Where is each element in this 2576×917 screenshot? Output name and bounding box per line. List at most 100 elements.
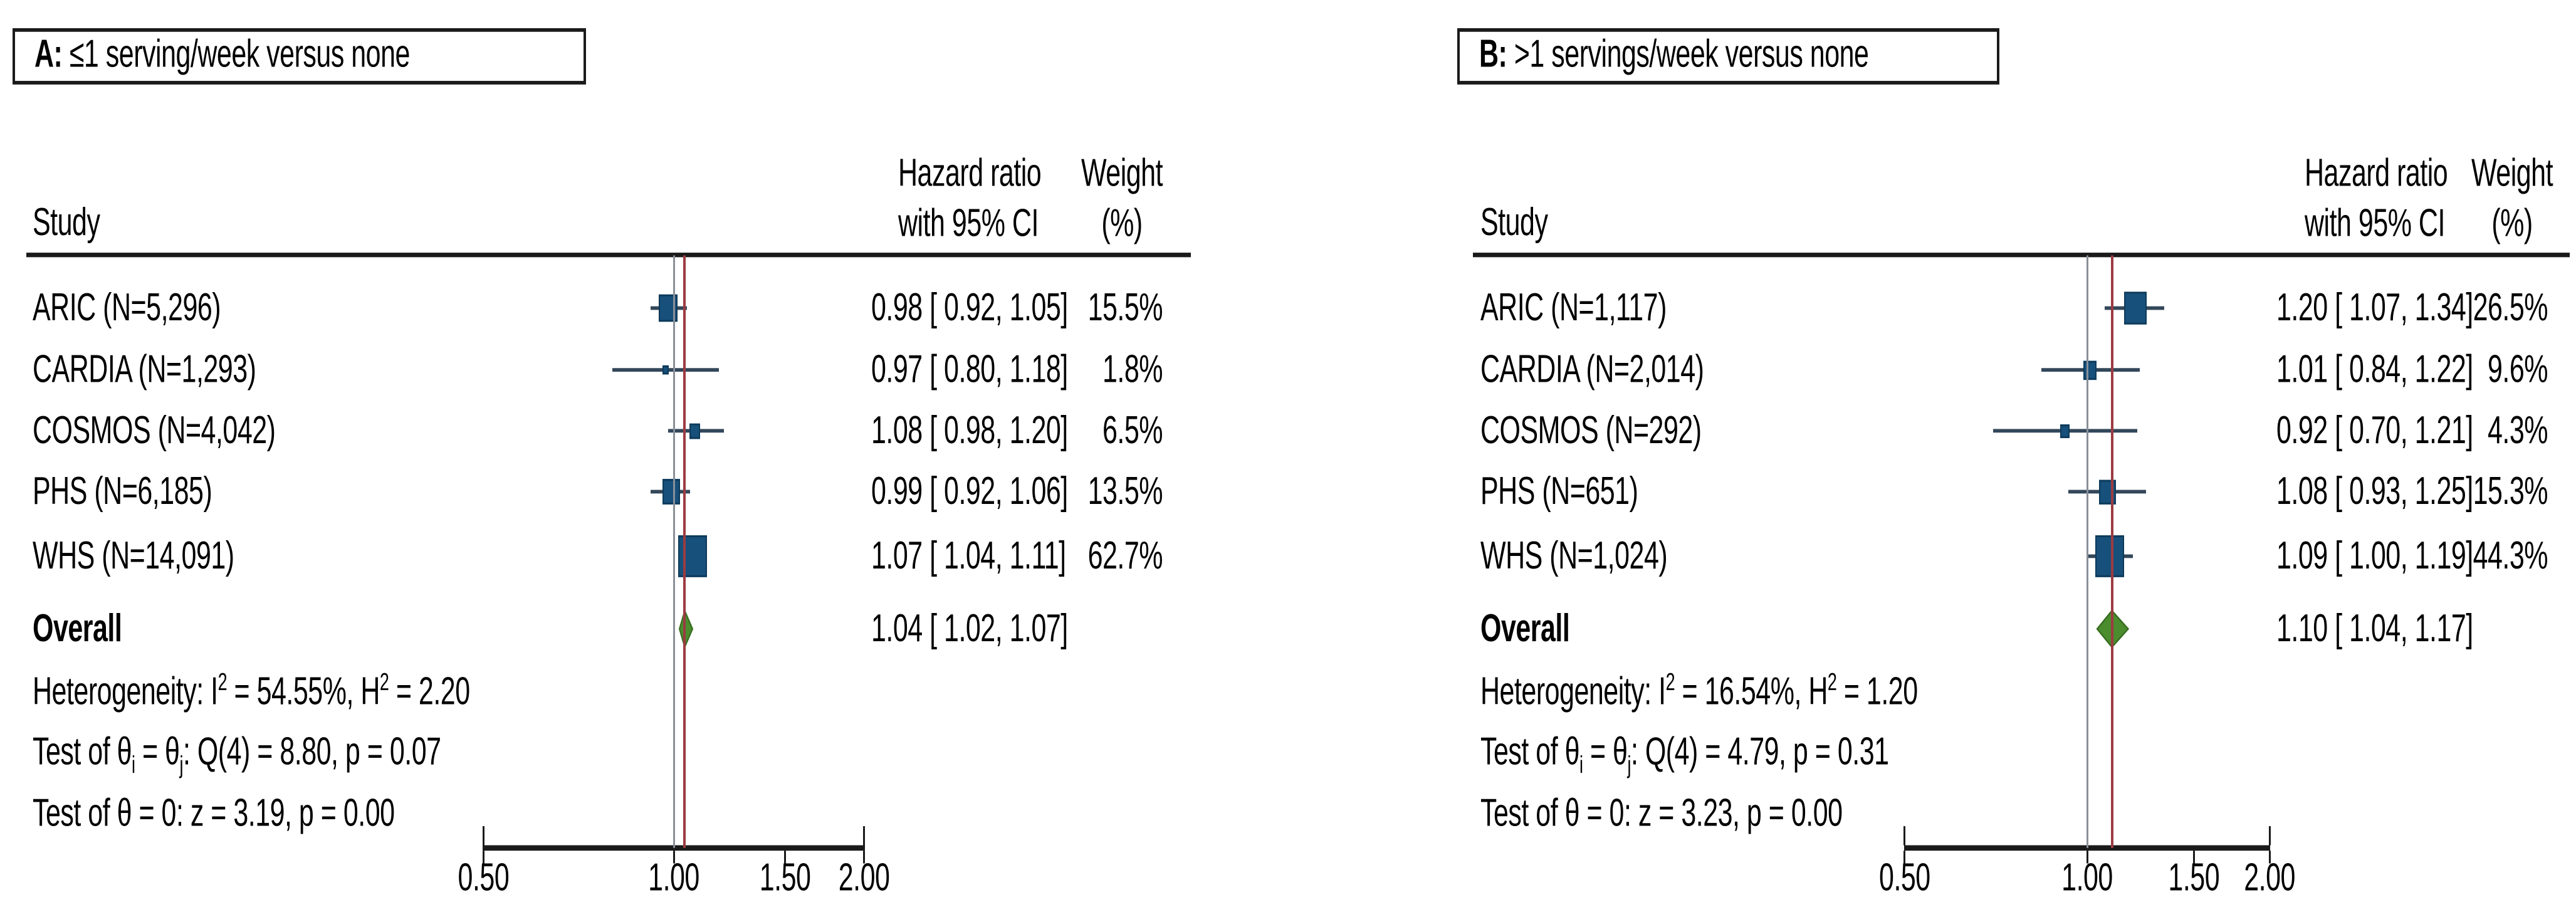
weight-value-text-b: 26.5% [2473,286,2548,330]
effect-square-b [2095,535,2125,577]
q-sub2-a: j [179,751,183,779]
effect-square-a [662,479,680,505]
weight-value-text-a: 1.8% [1102,347,1163,392]
het-mid-a: = 54.55%, H [227,669,380,713]
study-label-a: CARDIA (N=1,293) [33,347,256,392]
panel-b-title-box [1457,28,1999,85]
weight-column-header-line1-a: Weight [1081,151,1163,196]
axis-end-stub-b [1903,826,1906,846]
panel-b-title: B: >1 servings/week versus none [1479,32,1869,76]
axis-end-stub-a [482,826,484,846]
effect-square-b [2060,424,2070,438]
hr-value-text-b: 1.08 [ 0.93, 1.25] [2276,469,2473,513]
het-end-a: = 2.20 [389,669,470,713]
effect-square-a [659,294,678,322]
axis-tick-label-b: 1.50 [2168,856,2220,899]
het-sup2-a: 2 [379,668,389,696]
axis-tick-b [2192,851,2195,864]
weight-value-text-a: 6.5% [1102,408,1163,453]
study-label-a: WHS (N=14,091) [33,533,234,578]
hr-value-text-b: 1.09 [ 1.00, 1.19] [2276,533,2473,578]
axis-tick-a [863,851,866,864]
axis-tick-a [482,851,484,864]
overall-hr-value-a: 1.04 [ 1.02, 1.07] [871,606,1068,651]
z-test-text-a: Test of θ = 0: z = 3.19, p = 0.00 [33,791,395,835]
weight-column-header-line2-b: (%) [2491,201,2533,245]
weight-value-text-b: 44.3% [2473,533,2548,578]
q-sub1-b: i [1579,751,1583,779]
hr-value-text-b: 0.92 [ 0.70, 1.21] [2276,408,2473,453]
study-label-a: ARIC (N=5,296) [33,286,221,330]
axis-tick-label-a: 1.50 [759,856,811,899]
panel-a-title-box [13,28,586,85]
panel-a-title-prefix: A: [34,32,63,76]
effect-column-header-line2-b: with 95% CI [2305,201,2445,245]
hr-value-text-a: 0.98 [ 0.92, 1.05] [871,286,1068,330]
q-test-text-a: Test of θi = θj: Q(4) = 8.80, p = 0.07 [33,730,441,779]
q-pre-b: Test of θ [1480,730,1580,774]
reference-line-b [2086,255,2088,848]
q-end-b: : Q(4) = 4.79, p = 0.31 [1630,730,1889,774]
axis-tick-a [673,851,675,864]
axis-tick-label-a: 2.00 [838,856,890,899]
effect-square-a [678,535,707,577]
hr-value-text-a: 0.97 [ 0.80, 1.18] [871,347,1068,392]
axis-tick-b [2268,851,2271,864]
weight-value-text-a: 13.5% [1087,469,1163,513]
header-rule-a [26,253,1191,258]
het-end-b: = 1.20 [1836,669,1918,713]
weight-value-text-b: 4.3% [2487,408,2548,453]
q-test-text-b: Test of θi = θj: Q(4) = 4.79, p = 0.31 [1480,730,1889,779]
axis-tick-label-b: 1.00 [2061,856,2113,899]
q-pre-a: Test of θ [33,730,132,774]
effect-column-header-line1-b: Hazard ratio [2305,151,2448,196]
axis-end-stub-b [2268,826,2271,846]
overall-estimate-line-b [2111,255,2114,848]
axis-tick-label-b: 2.00 [2244,856,2295,899]
q-mid-a: = θ [135,730,180,774]
axis-tick-label-a: 1.00 [648,856,699,899]
effect-column-header-line1-a: Hazard ratio [898,151,1042,196]
q-sub2-b: j [1627,751,1631,779]
study-label-b: CARDIA (N=2,014) [1480,347,1704,392]
axis-tick-b [1903,851,1906,864]
het-mid-b: = 16.54%, H [1675,669,1828,713]
axis-tick-label-a: 0.50 [458,856,510,899]
het-pre-b: Heterogeneity: I [1480,669,1666,713]
panel-a-title: A: ≤1 serving/week versus none [34,32,410,76]
axis-tick-b [2086,851,2088,864]
heterogeneity-text-a: Heterogeneity: I2 = 54.55%, H2 = 2.20 [33,668,470,713]
study-label-b: WHS (N=1,024) [1480,533,1668,578]
study-label-a: PHS (N=6,185) [33,469,212,513]
het-pre-a: Heterogeneity: I [33,669,218,713]
study-column-header-a: Study [33,200,100,244]
study-label-b: COSMOS (N=292) [1480,408,1702,453]
z-test-text-b: Test of θ = 0: z = 3.23, p = 0.00 [1480,791,1843,835]
axis-end-stub-a [863,826,866,846]
hr-value-text-a: 1.07 [ 1.04, 1.11] [871,533,1066,578]
reference-line-a [673,255,675,848]
overall-hr-value-b: 1.10 [ 1.04, 1.17] [2276,606,2473,651]
q-mid-b: = θ [1583,730,1628,774]
overall-estimate-line-a [683,255,686,848]
study-label-a: COSMOS (N=4,042) [33,408,276,453]
weight-column-header-line2-a: (%) [1101,201,1143,245]
hr-value-text-a: 1.08 [ 0.98, 1.20] [871,408,1068,453]
effect-square-a [662,365,669,375]
panel-b-title-prefix: B: [1479,32,1507,76]
het-sup1-a: 2 [217,668,228,696]
study-label-b: PHS (N=651) [1480,469,1638,513]
weight-value-text-a: 62.7% [1087,533,1163,578]
panel-b-title-rest: >1 servings/week versus none [1507,32,1869,76]
effect-square-a [689,422,701,439]
hr-value-text-b: 1.01 [ 0.84, 1.22] [2276,347,2473,392]
weight-value-text-b: 15.3% [2473,469,2548,513]
weight-column-header-line1-b: Weight [2471,151,2553,196]
overall-label-a: Overall [33,606,122,651]
study-column-header-b: Study [1480,200,1548,244]
het-sup2-b: 2 [1827,668,1837,696]
q-end-a: : Q(4) = 8.80, p = 0.07 [182,730,441,774]
axis-tick-a [784,851,787,864]
hr-value-text-a: 0.99 [ 0.92, 1.06] [871,469,1068,513]
